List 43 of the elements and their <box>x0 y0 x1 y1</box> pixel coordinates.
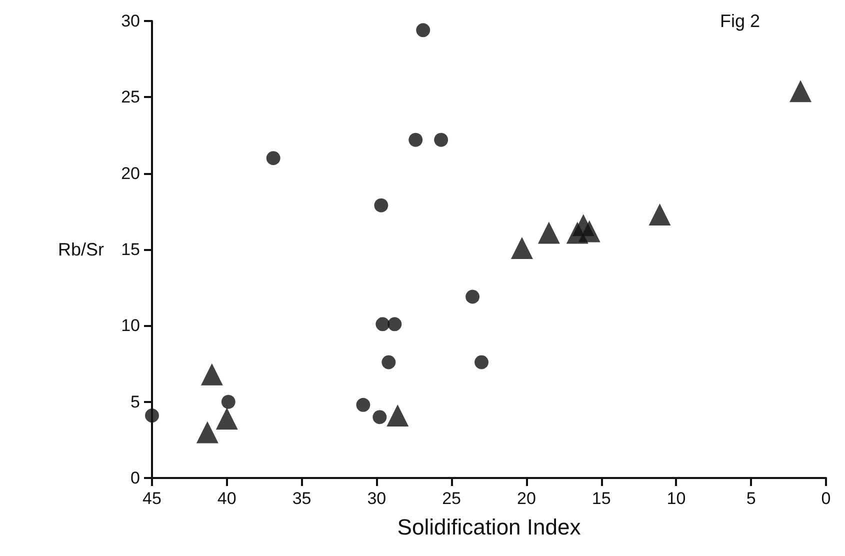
x-axis-title: Solidification Index <box>397 514 581 540</box>
x-tick-label: 40 <box>217 489 236 508</box>
point <box>382 355 396 370</box>
point <box>388 317 402 332</box>
point <box>434 132 448 147</box>
point <box>356 398 370 412</box>
point <box>221 394 236 409</box>
x-tick-label: 30 <box>367 489 386 508</box>
x-tick-label: 0 <box>821 489 831 508</box>
x-tick-label: 25 <box>442 489 462 508</box>
x-tick-label: 5 <box>746 489 756 508</box>
point <box>408 132 423 147</box>
y-tick-label: 20 <box>121 164 140 183</box>
point <box>266 151 280 166</box>
point <box>216 408 238 430</box>
point <box>376 317 390 332</box>
point <box>510 236 533 259</box>
x-tick-label: 35 <box>292 489 312 508</box>
x-tick-label: 15 <box>592 489 611 508</box>
point <box>578 220 600 242</box>
point <box>196 421 218 444</box>
y-tick-label: 15 <box>121 240 140 259</box>
y-tick-label: 25 <box>121 88 140 107</box>
y-axis-title: Rb/Sr <box>58 240 104 260</box>
annotation: Fig 2 <box>720 11 760 31</box>
point <box>538 222 560 244</box>
point <box>386 404 409 427</box>
point <box>648 203 671 226</box>
x-tick-label: 20 <box>516 489 536 508</box>
y-tick-label: 10 <box>121 316 140 336</box>
x-tick-label: 45 <box>142 489 162 508</box>
x-tick-label: 10 <box>666 489 686 508</box>
point <box>200 363 223 386</box>
y-tick-label: 30 <box>121 12 140 30</box>
point <box>374 198 388 212</box>
point <box>372 410 387 424</box>
y-tick-label: 5 <box>130 392 140 412</box>
point <box>790 80 812 102</box>
point <box>474 355 489 370</box>
point <box>466 290 480 304</box>
y-tick-label: 0 <box>130 468 140 488</box>
point <box>416 23 430 38</box>
point <box>145 408 159 423</box>
